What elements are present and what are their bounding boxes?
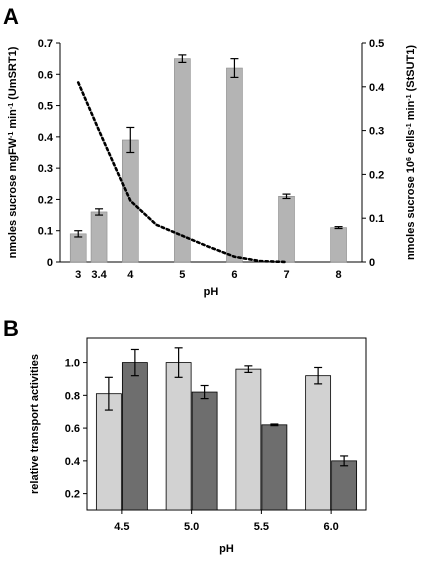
y-tick-label: 0.4 (65, 456, 81, 468)
bar (226, 67, 243, 263)
bar (90, 211, 108, 263)
chart-panel-a: 0 0.1 0.2 0.3 0.4 0.5 0.6 0.7 0 0.1 0.2 0.3 0.4 0.5 3 3… (7, 38, 417, 298)
bar (191, 391, 218, 511)
bar (305, 375, 332, 511)
x-axis-label: pH (219, 543, 234, 555)
right-y-axis-label: nmoles sucrose 106 cells-1 min-1 (StSUT1… (405, 45, 417, 260)
left-tick-label: 0 (47, 257, 53, 269)
left-tick-label: 0.6 (38, 69, 53, 81)
bar (331, 460, 358, 511)
y-tick-label: 1.0 (65, 358, 80, 370)
bar (330, 227, 347, 263)
bar (69, 233, 87, 263)
chart-panel-b: 0.2 0.4 0.6 0.8 1.0 4.5 5.0 5.5 6.0 pH relative tr… (29, 337, 367, 555)
bar (121, 362, 148, 511)
left-tick-label: 0.7 (38, 38, 53, 50)
y-axis-label: relative transport activities (29, 354, 41, 494)
x-tick-label: 6 (231, 269, 237, 281)
plot-frame (86, 337, 367, 511)
left-tick-label: 0.4 (38, 132, 54, 144)
right-tick-label: 0.1 (369, 213, 384, 225)
bar (278, 196, 295, 263)
left-tick-label: 0.5 (38, 101, 53, 113)
y-tick-label: 0.6 (65, 423, 80, 435)
x-tick-label: 5.5 (254, 521, 269, 533)
bar (95, 393, 122, 511)
x-tick-label: 6.0 (323, 521, 338, 533)
left-y-axis-label: nmoles sucrose mgFW-1 min-1 (UmSRT1) (7, 46, 19, 258)
x-tick-label: 5.0 (184, 521, 199, 533)
x-tick-label: 8 (336, 269, 342, 281)
left-tick-label: 0.1 (38, 226, 53, 238)
x-tick-label: 4 (127, 269, 134, 281)
bar (165, 362, 192, 511)
left-tick-label: 0.3 (38, 163, 53, 175)
x-tick-label: 3.4 (91, 269, 107, 281)
y-tick-label: 0.2 (65, 489, 80, 501)
right-tick-label: 0.3 (369, 126, 384, 138)
bar (174, 58, 191, 263)
bar (235, 368, 262, 511)
x-tick-label: 3 (75, 269, 81, 281)
right-tick-label: 0.4 (369, 82, 385, 94)
x-tick-label: 7 (283, 269, 289, 281)
right-tick-label: 0.5 (369, 38, 384, 50)
bar (261, 424, 288, 511)
x-tick-label: 5 (179, 269, 185, 281)
y-tick-label: 0.8 (65, 390, 80, 402)
right-tick-label: 0 (369, 257, 375, 269)
x-tick-label: 4.5 (114, 521, 129, 533)
series-line-stsut1 (76, 81, 288, 264)
left-tick-label: 0.2 (38, 194, 53, 206)
right-tick-label: 0.2 (369, 169, 384, 181)
panel-b-letter: B (3, 316, 19, 341)
panel-a-letter: A (3, 4, 19, 29)
x-axis-label: pH (204, 286, 219, 298)
